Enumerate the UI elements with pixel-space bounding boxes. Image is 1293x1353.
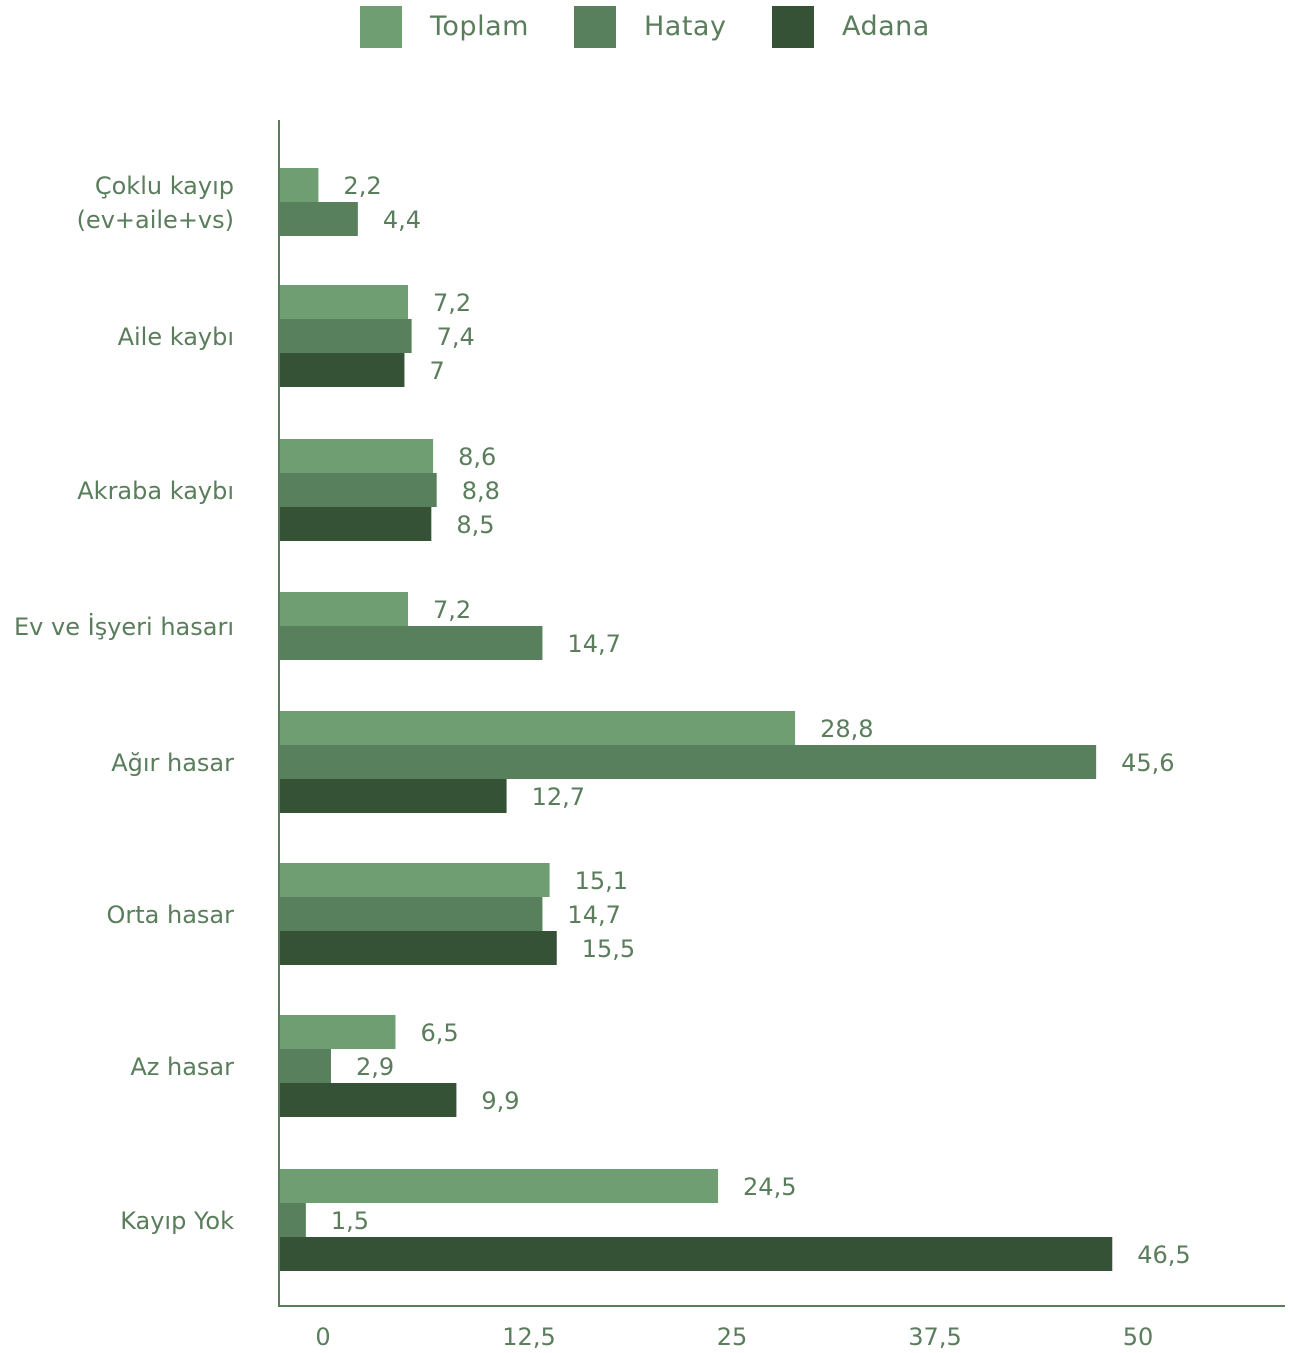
data-label-toplam-kayıp-yok: 24,5 [743,1173,796,1201]
bar-toplam-kayıp-yok [279,1169,719,1203]
data-label-hatay-ağır-hasar: 45,6 [1121,749,1174,777]
data-label-toplam-az-hasar: 6,5 [420,1019,458,1047]
data-label-toplam-çoklu-kayıp-ev-aile-vs: 2,2 [343,172,381,200]
x-tick-label-0: 0 [315,1323,330,1351]
legend-label-adana: Adana [842,11,930,42]
data-label-adana-orta-hasar: 15,5 [582,935,635,963]
bar-toplam-orta-hasar [279,863,550,897]
bar-hatay-ağır-hasar [279,745,1097,779]
data-label-hatay-orta-hasar: 14,7 [567,901,620,929]
category-label-ağır-hasar: Ağır hasar [111,749,234,777]
data-label-adana-kayıp-yok: 46,5 [1137,1241,1190,1269]
bar-hatay-aile-kaybı [279,319,412,353]
bar-adana-akraba-kaybı [279,507,432,541]
bar-adana-ağır-hasar [279,779,507,813]
data-label-toplam-aile-kaybı: 7,2 [433,289,471,317]
legend-label-toplam: Toplam [430,11,529,42]
legend-swatch-toplam [360,6,402,48]
category-label-kayıp-yok: Kayıp Yok [120,1207,234,1235]
bar-toplam-ev-ve-i-şyeri-hasarı [279,592,409,626]
bar-toplam-ağır-hasar [279,711,796,745]
data-label-hatay-akraba-kaybı: 8,8 [462,477,500,505]
category-label-akraba-kaybı: Akraba kaybı [77,477,234,505]
category-label-az-hasar: Az hasar [130,1053,234,1081]
x-tick-label-4: 50 [1123,1323,1154,1351]
data-label-toplam-akraba-kaybı: 8,6 [458,443,496,471]
category-label-ev-ve-i-şyeri-hasarı: Ev ve İşyeri hasarı [14,612,234,641]
bar-hatay-kayıp-yok [279,1203,306,1237]
bar-toplam-az-hasar [279,1015,396,1049]
data-label-adana-ağır-hasar: 12,7 [532,783,585,811]
legend: Toplam Hatay Adana [0,6,1293,50]
data-label-adana-az-hasar: 9,9 [481,1087,519,1115]
data-label-adana-aile-kaybı: 7 [429,357,444,385]
bar-hatay-akraba-kaybı [279,473,437,507]
data-label-hatay-ev-ve-i-şyeri-hasarı: 14,7 [567,630,620,658]
data-label-hatay-az-hasar: 2,9 [356,1053,394,1081]
bar-hatay-az-hasar [279,1049,331,1083]
x-tick-label-2: 25 [717,1323,748,1351]
category-label-aile-kaybı: Aile kaybı [118,323,234,351]
x-tick-label-1: 12,5 [502,1323,555,1351]
data-label-hatay-aile-kaybı: 7,4 [437,323,475,351]
bar-hatay-ev-ve-i-şyeri-hasarı [279,626,543,660]
bar-adana-aile-kaybı [279,353,405,387]
data-label-toplam-ağır-hasar: 28,8 [820,715,873,743]
bar-toplam-çoklu-kayıp-ev-aile-vs [279,168,319,202]
legend-label-hatay: Hatay [644,11,727,42]
data-label-adana-akraba-kaybı: 8,5 [456,511,494,539]
data-label-toplam-ev-ve-i-şyeri-hasarı: 7,2 [433,596,471,624]
category-label-çoklu-kayıp-ev-aile-vs-line-2: (ev+aile+vs) [77,206,234,234]
bar-toplam-aile-kaybı [279,285,409,319]
bar-toplam-akraba-kaybı [279,439,434,473]
x-tick-label-3: 37,5 [908,1323,961,1351]
category-label-orta-hasar: Orta hasar [107,901,235,929]
data-label-toplam-orta-hasar: 15,1 [575,867,628,895]
category-label-çoklu-kayıp-ev-aile-vs-line-1: Çoklu kayıp [95,172,234,200]
bar-adana-kayıp-yok [279,1237,1113,1271]
bar-adana-az-hasar [279,1083,457,1117]
bar-hatay-orta-hasar [279,897,543,931]
legend-swatch-hatay [574,6,616,48]
legend-swatch-adana [772,6,814,48]
bar-hatay-çoklu-kayıp-ev-aile-vs [279,202,358,236]
data-label-hatay-kayıp-yok: 1,5 [331,1207,369,1235]
data-label-hatay-çoklu-kayıp-ev-aile-vs: 4,4 [383,206,421,234]
bar-adana-orta-hasar [279,931,557,965]
